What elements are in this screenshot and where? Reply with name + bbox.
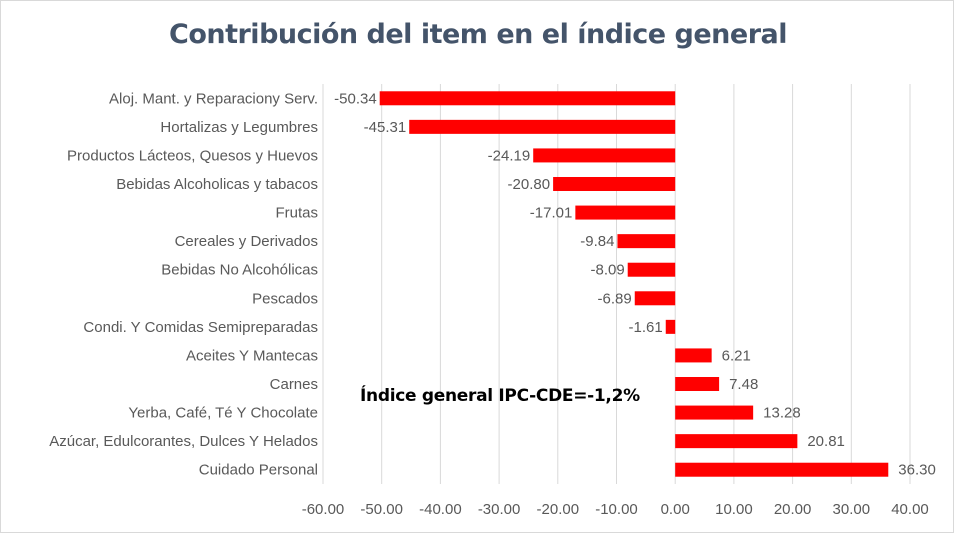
bar [675,434,798,449]
data-label: 36.30 [898,462,936,479]
x-tick-label: -20.00 [537,501,580,518]
bar [675,405,754,420]
x-tick-label: 30.00 [833,501,871,518]
data-label: -6.89 [598,290,632,307]
bar [533,148,676,163]
data-label: -17.01 [530,205,573,222]
category-label: Yerba, Café, Té Y Chocolate [128,405,318,422]
x-tick-label: -50.00 [360,501,403,518]
category-label: Cereales y Derivados [175,233,318,250]
x-tick-label: 0.00 [661,501,690,518]
ipc-annotation: Índice general IPC-CDE=-1,2% [360,386,640,406]
data-label: -20.80 [508,176,551,193]
category-label: Carnes [270,376,318,393]
bar [675,377,720,391]
x-tick-label: -60.00 [302,501,345,518]
category-label: Pescados [252,290,318,307]
chart-title: Contribución del item en el índice gener… [169,19,787,50]
data-label: 20.81 [807,433,845,450]
bar [553,177,676,191]
category-label: Aloj. Mant. y Reparaciony Serv. [109,90,318,107]
bar [627,262,676,277]
data-label: 13.28 [763,405,801,422]
x-tick-label: -30.00 [478,501,521,518]
x-tick-label: -10.00 [595,501,638,518]
bar [379,91,676,106]
bar [409,119,676,134]
bar [665,319,676,334]
data-label: -9.84 [580,233,614,250]
data-label: -1.61 [629,319,663,336]
category-label: Condi. Y Comidas Semipreparadas [83,319,318,336]
bar [634,291,676,306]
bar [675,348,712,363]
category-label: Bebidas No Alcohólicas [161,262,318,279]
x-tick-label: 20.00 [774,501,812,518]
category-label: Aceites Y Mantecas [186,347,318,364]
bar [617,234,676,249]
category-label: Productos Lácteos, Quesos y Huevos [67,147,318,164]
data-label: -8.09 [591,262,625,279]
x-tick-label: 40.00 [891,501,929,518]
x-tick-label: -40.00 [419,501,462,518]
data-label: 6.21 [722,347,751,364]
data-label: -45.31 [364,119,407,136]
category-label: Frutas [275,205,318,222]
x-tick-label: 10.00 [715,501,753,518]
category-label: Cuidado Personal [199,462,318,479]
data-label: -50.34 [334,90,377,107]
category-label: Bebidas Alcoholicas y tabacos [116,176,318,193]
category-label: Azúcar, Edulcorantes, Dulces Y Helados [49,433,318,450]
bar [675,462,889,477]
data-label: -24.19 [488,147,531,164]
category-label: Hortalizas y Legumbres [160,119,318,136]
data-label: 7.48 [729,376,758,393]
bar [575,205,676,220]
